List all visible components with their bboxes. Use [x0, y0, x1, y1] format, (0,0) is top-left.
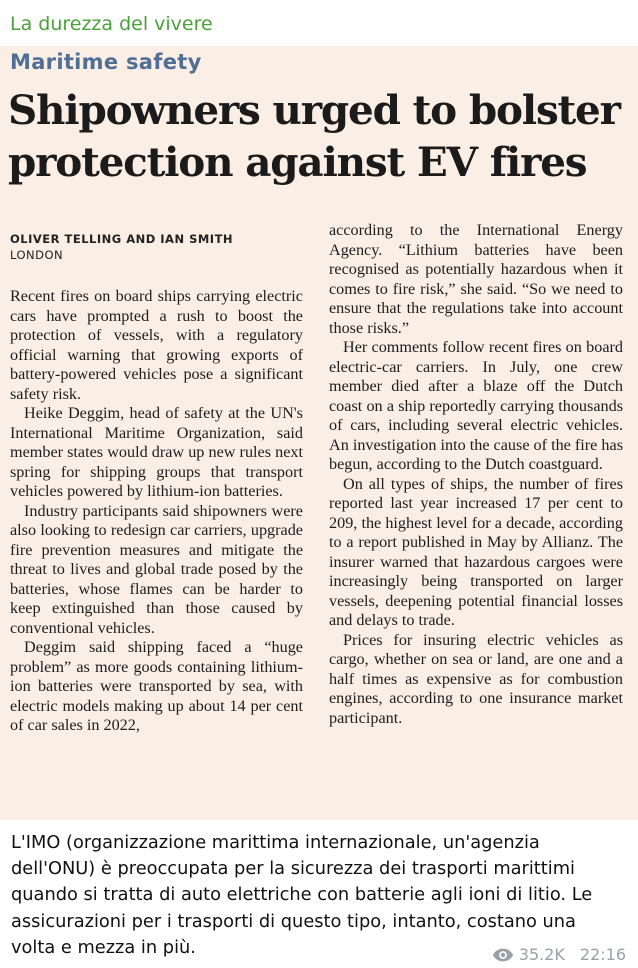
- article-paragraph: Recent fires on board ships carrying ele…: [10, 287, 303, 403]
- article-paragraph: Prices for insuring electric vehicles as…: [329, 630, 623, 727]
- article-paragraph: Her comments follow recent fires on boar…: [329, 338, 623, 473]
- article-photo[interactable]: Maritime safety Shipowners urged to bols…: [0, 46, 638, 820]
- article-byline: OLIVER TELLING AND IAN SMITH: [10, 232, 234, 246]
- message-text: L'IMO (organizzazione marittima internaz…: [11, 832, 593, 958]
- message-meta: 35.2K 22:16: [492, 945, 626, 964]
- article-dateline: LONDON: [10, 248, 64, 262]
- message-time: 22:16: [579, 945, 626, 964]
- view-count: 35.2K: [518, 945, 565, 964]
- article-column-left: Recent fires on board ships carrying ele…: [10, 287, 303, 736]
- article-paragraph: Deggim said shipping faced a “huge probl…: [10, 638, 303, 734]
- article-paragraph: Heike Deggim, head of safety at the UN's…: [10, 404, 303, 500]
- article-paragraph: Industry participants said shipowners we…: [10, 501, 303, 637]
- article-paragraph: On all types of ships, the number of fir…: [329, 474, 623, 630]
- article-column-right: according to the International Energy Ag…: [329, 221, 623, 728]
- eye-icon: [492, 948, 513, 961]
- article-headline: Shipowners urged to bolster protection a…: [8, 86, 621, 186]
- section-label: Maritime safety: [10, 50, 202, 74]
- channel-name[interactable]: La durezza del vivere: [10, 13, 213, 35]
- article-paragraph: according to the International Energy Ag…: [329, 221, 623, 337]
